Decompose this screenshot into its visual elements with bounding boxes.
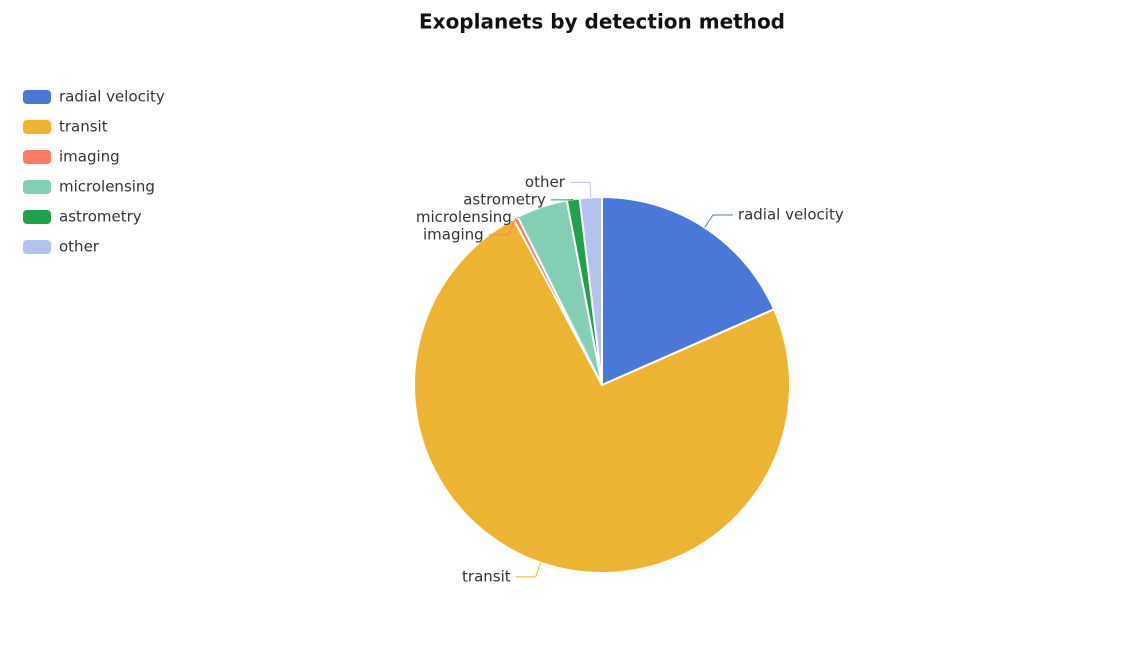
slice-label: other — [525, 173, 566, 191]
pie-slice — [413, 217, 791, 574]
legend-label[interactable]: other — [59, 238, 100, 256]
slice-label: imaging — [423, 225, 484, 243]
pie-slice — [601, 195, 776, 387]
leader-line — [515, 562, 542, 578]
legend-swatch[interactable] — [23, 210, 51, 224]
legend-label[interactable]: radial velocity — [59, 88, 165, 106]
leader-line — [569, 181, 592, 198]
legend-label[interactable]: microlensing — [59, 178, 155, 196]
legend-label[interactable]: imaging — [59, 148, 120, 166]
leader-line — [516, 206, 543, 218]
legend-label[interactable]: astrometry — [59, 208, 142, 226]
legend-swatch[interactable] — [23, 90, 51, 104]
legend-label[interactable]: transit — [59, 118, 108, 136]
slice-label: astrometry — [463, 190, 546, 208]
leader-line — [704, 214, 733, 228]
chart-title: Exoplanets by detection method — [419, 10, 785, 34]
slice-label: radial velocity — [738, 205, 844, 223]
leader-line — [550, 198, 574, 201]
leader-line — [488, 217, 517, 236]
slice-label: transit — [462, 567, 511, 585]
legend-swatch[interactable] — [23, 150, 51, 164]
legend-swatch[interactable] — [23, 180, 51, 194]
slice-label: microlensing — [416, 208, 512, 226]
legend-swatch[interactable] — [23, 120, 51, 134]
legend-swatch[interactable] — [23, 240, 51, 254]
